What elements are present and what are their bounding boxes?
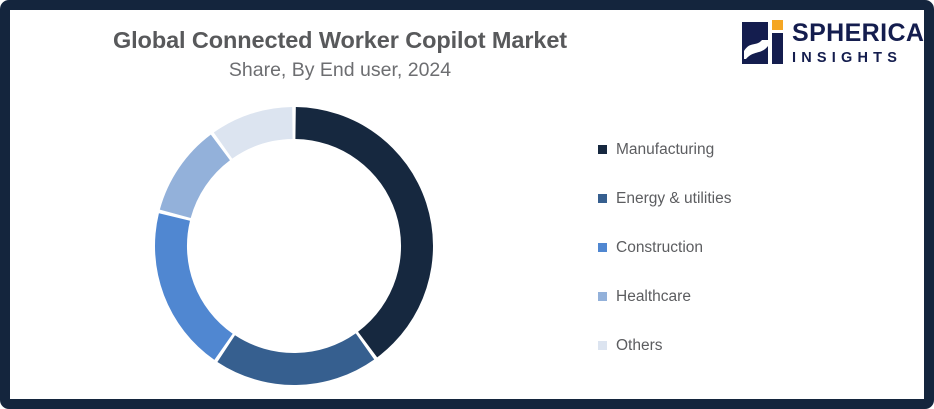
- chart-subtitle: Share, By End user, 2024: [228, 59, 452, 82]
- donut-slice-group: Manufacturing 40%Energy & utilities 19.5…: [154, 107, 434, 385]
- legend-item[interactable]: Energy & utilities: [598, 174, 828, 223]
- legend-swatch-icon: [598, 243, 607, 252]
- donut-slice[interactable]: Construction 19.5%: [154, 213, 233, 360]
- legend-label: Energy & utilities: [616, 189, 732, 207]
- legend-swatch-icon: [598, 145, 607, 154]
- legend-item[interactable]: Others: [598, 321, 828, 370]
- donut-chart-svg: Manufacturing 40%Energy & utilities 19.5…: [154, 107, 434, 385]
- legend-swatch-icon: [598, 292, 607, 301]
- donut-slice[interactable]: Healthcare 11%: [159, 134, 230, 219]
- donut-slice[interactable]: Manufacturing 40%: [295, 107, 434, 358]
- legend-label: Others: [616, 336, 663, 354]
- brand-logo-text: SPHERICAL INSIGHTS: [792, 18, 924, 66]
- page-title: Global Connected Worker Copilot Market: [112, 27, 568, 53]
- brand-logo: SPHERICAL INSIGHTS: [742, 12, 924, 74]
- donut-slice[interactable]: Energy & utilities 19.5%: [217, 333, 375, 385]
- donut-slice[interactable]: Others 10%: [213, 107, 293, 159]
- legend-item[interactable]: Construction: [598, 223, 828, 272]
- chart-legend: Manufacturing Energy & utilities Construct…: [598, 125, 828, 370]
- legend-item[interactable]: Healthcare: [598, 272, 828, 321]
- legend-label: Healthcare: [616, 287, 691, 305]
- spherical-insights-logo-icon: [742, 20, 783, 64]
- legend-label: Manufacturing: [616, 140, 715, 158]
- title-block: Global Connected Worker Copilot Market S…: [10, 26, 670, 83]
- brand-name-secondary: INSIGHTS: [792, 49, 903, 66]
- figure-inner: Global Connected Worker Copilot Market S…: [10, 10, 924, 399]
- legend-swatch-icon: [598, 194, 607, 203]
- brand-name-primary: SPHERICAL: [792, 18, 924, 47]
- legend-item[interactable]: Manufacturing: [598, 125, 828, 174]
- legend-label: Construction: [616, 238, 704, 256]
- legend-swatch-icon: [598, 341, 607, 350]
- donut-chart: Manufacturing 40%Energy & utilities 19.5…: [150, 102, 438, 390]
